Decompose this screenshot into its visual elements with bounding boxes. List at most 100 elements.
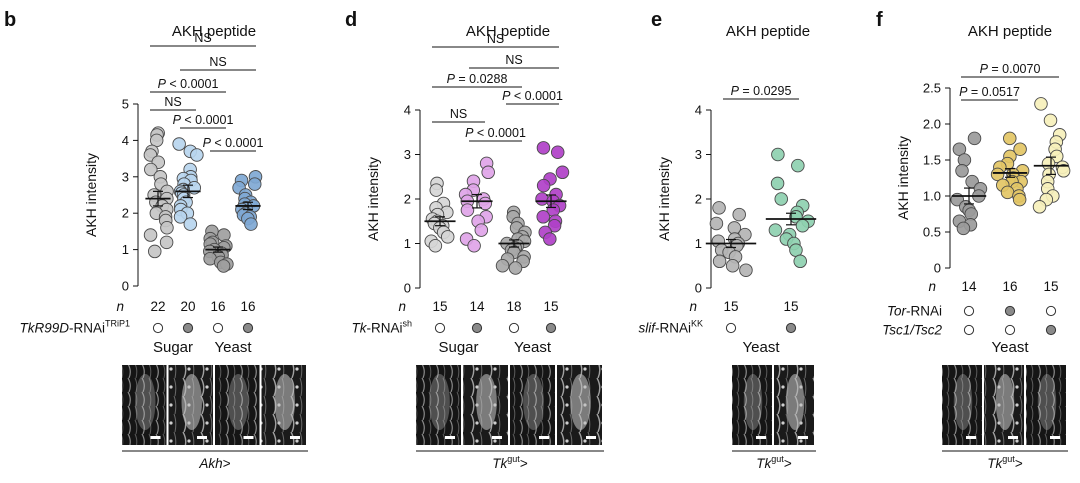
comparison-label: P = 0.0070: [980, 62, 1041, 76]
tissue-shape: [523, 374, 544, 430]
condition-1: [765, 147, 817, 269]
tissue-shape: [429, 374, 450, 430]
n-value: 14: [469, 299, 485, 314]
data-point: [217, 228, 231, 242]
genotype-filled-marker: [545, 322, 557, 334]
micrograph-strip: [416, 365, 602, 445]
tissue-shape: [743, 374, 763, 430]
scale-bar: [1050, 436, 1060, 439]
data-point: [956, 221, 971, 236]
panel-letter: e: [651, 9, 662, 31]
scale-bar: [492, 436, 502, 439]
data-point: [547, 218, 562, 233]
y-tick-label: 3: [122, 169, 129, 184]
comparison-label: P < 0.0001: [203, 136, 264, 150]
data-point: [795, 218, 810, 233]
y-axis-label: AKH intensity: [656, 157, 672, 241]
comparison-label: P < 0.0001: [502, 89, 563, 103]
n-label: n: [928, 279, 936, 294]
y-tick-label: 1: [122, 242, 129, 257]
y-tick-label: 2: [695, 192, 702, 207]
data-point: [1032, 200, 1047, 214]
driver-label: Tkgut>: [492, 454, 528, 471]
y-axis-label: AKH intensity: [365, 157, 381, 241]
data-point: [732, 207, 746, 222]
genotype-label: Tk-RNAish: [351, 319, 412, 336]
panel-letter: d: [345, 9, 357, 31]
y-tick-label: 4: [122, 133, 129, 148]
y-tick-label: 3: [404, 147, 411, 162]
comparison-label: NS: [450, 107, 467, 121]
y-tick-label: 1: [695, 236, 702, 251]
scale-bar: [445, 436, 455, 439]
comparison-label: P = 0.0288: [447, 72, 508, 86]
panel-title: AKH peptide: [968, 23, 1052, 40]
data-point: [536, 141, 551, 155]
y-tick-label: 1: [404, 236, 411, 251]
panel-title: AKH peptide: [726, 23, 810, 40]
micrograph-strip: [942, 365, 1066, 445]
n-value: 22: [150, 299, 165, 314]
micrograph-image: [942, 365, 982, 445]
data-point: [555, 165, 570, 180]
n-value: 15: [783, 299, 798, 314]
comparison-label: P < 0.0001: [173, 113, 234, 127]
panel-letter: b: [4, 9, 16, 31]
y-tick-label: 1.0: [923, 189, 941, 204]
genotype-filled-marker: [182, 322, 194, 334]
scale-bar: [197, 436, 207, 439]
genotype-filled-marker: [242, 322, 254, 334]
data-point: [709, 216, 724, 231]
data-point: [1034, 97, 1048, 111]
genotype-open-marker: [725, 322, 737, 334]
data-point: [536, 178, 551, 193]
tissue-shape: [785, 374, 805, 430]
scale-bar: [243, 436, 254, 439]
y-tick-label: 2.5: [923, 81, 941, 96]
scale-bar: [290, 436, 300, 439]
data-point: [543, 232, 557, 246]
genotype-filled-marker: [1045, 324, 1057, 336]
y-tick-label: 2: [404, 192, 411, 207]
driver-label: Tkgut>: [756, 454, 792, 471]
condition-0: [950, 131, 988, 236]
genotype-label: slif-RNAiKK: [638, 319, 703, 336]
data-point: [739, 263, 753, 277]
scale-bar: [150, 436, 161, 439]
n-value: 15: [543, 299, 558, 314]
comparison-label: NS: [194, 31, 211, 45]
y-tick-label: 2: [122, 206, 129, 221]
y-tick-label: 2.0: [923, 117, 941, 132]
data-point: [536, 210, 550, 224]
condition-2: [1032, 97, 1071, 214]
tissue-shape: [570, 374, 591, 430]
n-label: n: [116, 299, 124, 314]
data-point: [1003, 131, 1017, 146]
tissue-shape: [953, 374, 973, 430]
y-tick-label: 4: [404, 103, 411, 118]
condition-1: [990, 131, 1030, 207]
data-point: [770, 176, 785, 191]
data-point: [160, 221, 174, 235]
group-label: Yeast: [215, 339, 253, 356]
data-point: [429, 183, 444, 197]
genotype-filled-marker: [471, 322, 483, 334]
n-value: 16: [210, 299, 225, 314]
data-point: [508, 261, 523, 275]
data-point: [216, 259, 231, 273]
group-label: Sugar: [438, 339, 478, 356]
tissue-shape: [228, 374, 249, 430]
panel-title: AKH peptide: [466, 23, 550, 40]
comparison-label: NS: [209, 55, 226, 69]
data-point: [143, 228, 158, 242]
n-value: 15: [1043, 279, 1058, 294]
data-point: [148, 244, 162, 259]
data-point: [159, 235, 174, 250]
data-point: [955, 164, 969, 178]
driver-label: Akh>: [198, 456, 230, 471]
data-point: [190, 148, 204, 162]
group-label: Yeast: [992, 339, 1030, 356]
tissue-shape: [476, 374, 497, 430]
